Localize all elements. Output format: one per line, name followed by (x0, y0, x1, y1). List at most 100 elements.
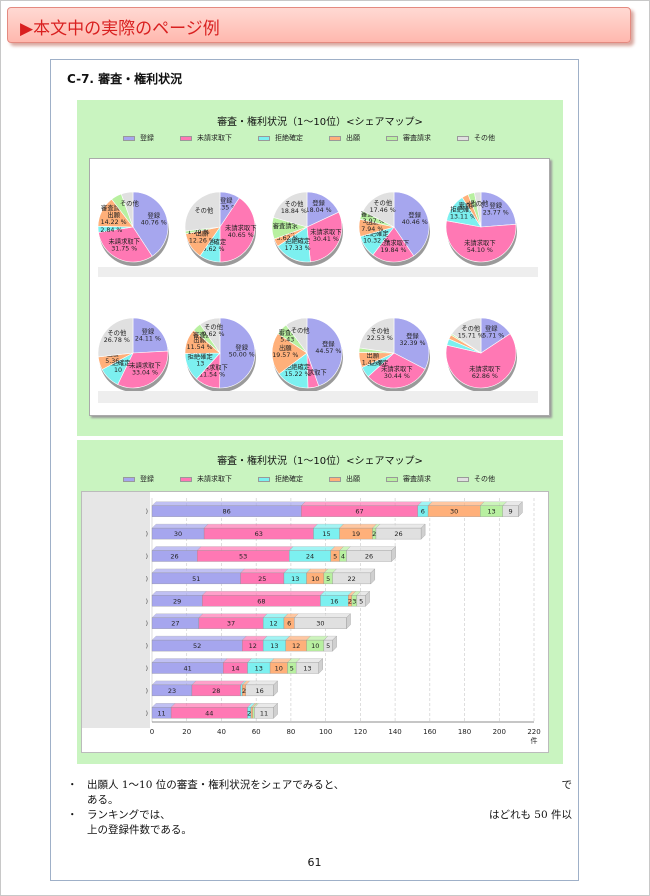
pie-slice (306, 191, 340, 228)
bar-segment-top (285, 635, 311, 641)
bar-segment-top (245, 680, 278, 686)
pie-slice-label: 未請求取下 30.41 % (310, 227, 341, 243)
bar-end-face (273, 680, 278, 697)
legend-item: 登録 (123, 133, 154, 143)
x-tick-label: 120 (354, 728, 367, 736)
pie-10: 登録 15.71 % 未請求取下 62.86 % その他 15.71 % (445, 317, 517, 392)
pie-slice (120, 191, 134, 228)
legend-label: 未請求取下 (197, 134, 232, 142)
pie-slice (219, 317, 256, 389)
bar-segment-top (201, 591, 325, 596)
bar-row-1: ) 86 67 6 30 13 9 (146, 501, 523, 518)
header-banner: ▶本文中の実際のページ例 (7, 7, 631, 43)
bar-value-label: 26 (394, 530, 402, 538)
bar-segment-top (375, 523, 426, 529)
bar-value-label: 27 (171, 620, 179, 628)
bar-value-label: 25 (258, 575, 266, 583)
bar-value-label: 41 (183, 665, 191, 673)
bullet-text-right: はどれも 50 件以 (488, 809, 572, 821)
legend-label: 登録 (140, 134, 154, 142)
bar-segment-top (151, 501, 306, 506)
bar-value-label: 63 (255, 530, 263, 538)
bar-value-label: 28 (212, 687, 220, 695)
legend-label: その他 (474, 475, 495, 483)
row-marker: ) (146, 598, 148, 605)
bar-segment-top (262, 613, 289, 618)
bar-segment-top (151, 658, 228, 663)
bar-value-label: 30 (450, 508, 458, 516)
bar-value-label: 10 (275, 665, 283, 673)
bar-segment-top (196, 546, 294, 551)
pie-slice-label: その他 17.46 % (370, 198, 396, 214)
bar-segment-top (247, 658, 275, 663)
pie-slice-label: 登録 18.04 % (306, 198, 332, 214)
x-tick-label: 0 (150, 728, 154, 736)
bar-segment-top (151, 680, 197, 686)
bar-value-label: 6 (287, 620, 291, 628)
pie-slice (451, 317, 482, 354)
bar-value-label: 13 (270, 642, 278, 650)
pie-5: 登録 23.77 % 未請求取下 54.10 % 拒絶確定 13.11 %審査請求出願その… (445, 191, 517, 266)
legend-label: その他 (474, 134, 495, 142)
pie-slice-label: その他 26.78 % (104, 328, 130, 344)
legend-item: 拒絶確定 (258, 133, 303, 143)
bar-value-label: 4 (341, 553, 345, 561)
pie-slice-label: 登録 9.35 % (215, 196, 237, 212)
bar-segment-top (241, 635, 268, 641)
bar-value-label: 5 (290, 665, 294, 673)
document-page: C-7. 審査・権利状況 審査・権利状況（1〜10位）<シェアマップ> 登録 未請… (50, 59, 579, 881)
bar-row-3: ) 26 53 24 5 4 26 (146, 546, 396, 562)
pie-slice (285, 317, 308, 354)
pie-slice (272, 191, 308, 228)
bar-value-label: 2 (348, 597, 352, 605)
pie-slice (98, 226, 153, 263)
row-marker: ) (146, 531, 148, 538)
bullet-item-1: ・ 出願人 1〜10 位の審査・権利状況をシェアでみると、 で (67, 778, 572, 793)
pie-slice (117, 350, 169, 389)
legend-label: 未請求取下 (197, 475, 232, 483)
bar-value-label: 13 (255, 665, 263, 673)
pie-slice-label: 拒絶確定 9.62 % (201, 237, 227, 253)
bar-value-label: 5 (359, 597, 363, 605)
bar-row-10: ) 11 44 2 11 (146, 702, 278, 719)
bar-value-label: 16 (256, 687, 264, 695)
pie-slice (393, 317, 430, 370)
pie-slice (480, 191, 517, 228)
section-title: C-7. 審査・権利状況 (67, 72, 183, 86)
bar-value-label: 37 (227, 620, 235, 628)
bar-value-label: 68 (257, 597, 265, 605)
pie-slice-label: 登録 40.46 % (402, 210, 428, 226)
legend-item: 審査請求 (386, 474, 431, 484)
bar-value-label: 10 (311, 642, 319, 650)
pie-slice-label: 出願 19.57 % (272, 343, 298, 359)
bar-row-4: ) 51 25 13 10 5 22 (146, 568, 376, 585)
bullet-item-2-cont: 上の登録件数である。 (67, 823, 572, 838)
bar-segment-top (151, 568, 245, 574)
legend-swatch (123, 135, 135, 141)
bar-end-face (420, 523, 426, 540)
legend-swatch (329, 135, 341, 141)
bar-segment-top (283, 568, 311, 574)
pie-slice (306, 317, 343, 387)
legend-item: 未請求取下 (180, 474, 232, 484)
legend-label: 審査請求 (403, 475, 431, 483)
bar-chart-legend: 登録 未請求取下 拒絶確定 出願 審査請求 その他 (123, 474, 521, 484)
pie-slice-label: その他 (469, 198, 489, 207)
bullet-text: 出願人 1〜10 位の審査・権利状況をシェアでみると、 (87, 779, 345, 791)
bar-value-label: 13 (291, 575, 299, 583)
legend-label: 登録 (140, 475, 154, 483)
bar-end-face (318, 658, 323, 674)
bar-value-label: 44 (205, 709, 213, 717)
pie-chart-panel: 審査・権利状況（1〜10位）<シェアマップ> 登録 未請求取下 拒絶確定 出願 審査請求… (77, 100, 563, 436)
x-tick-label: 40 (217, 728, 226, 736)
bar-value-label: 26 (365, 553, 373, 561)
pie-slice-label: 拒絶確定 15.22 % (285, 362, 311, 378)
pie-slice-label: 未請求取下 33.04 % (129, 361, 160, 377)
